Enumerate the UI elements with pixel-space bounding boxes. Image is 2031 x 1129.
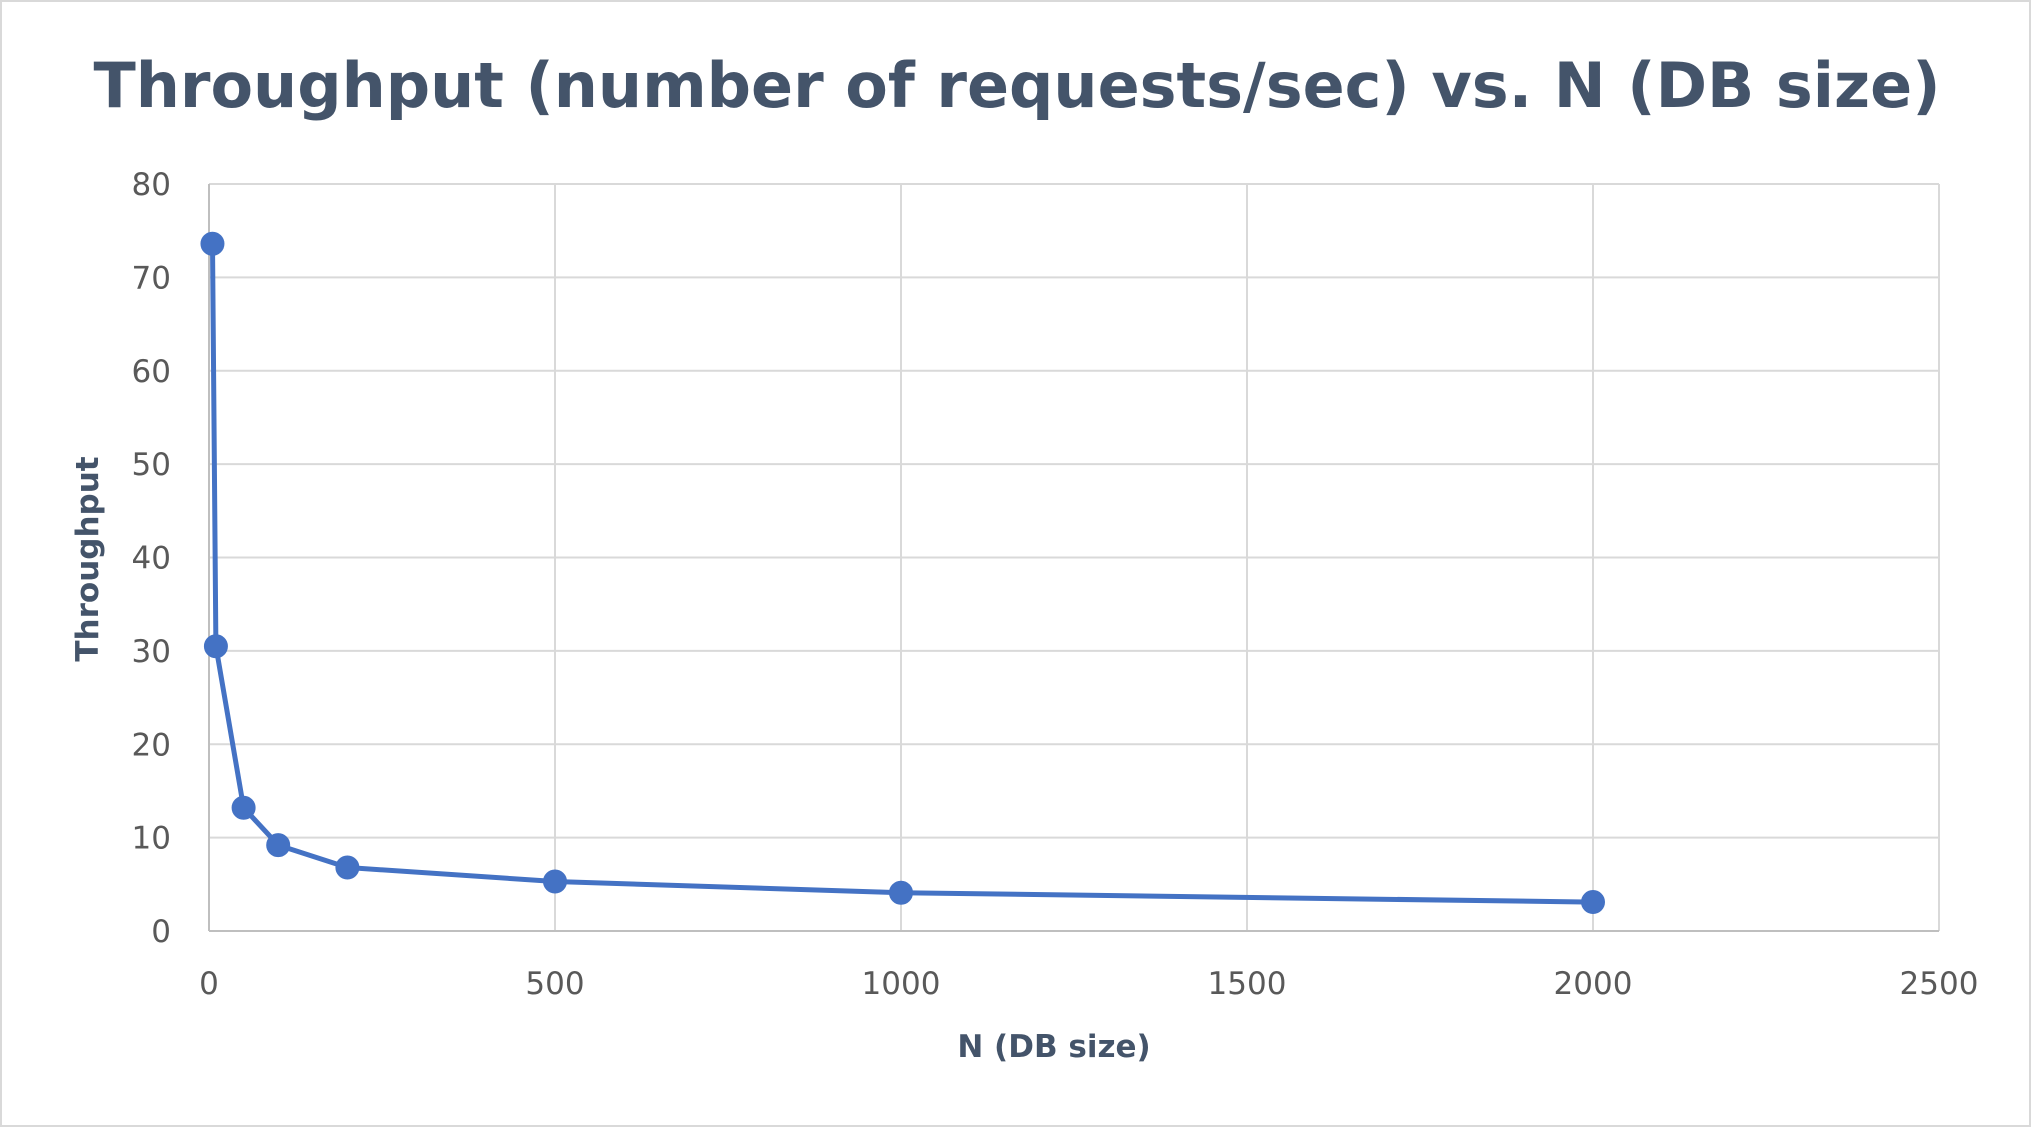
chart-title: Throughput (number of requests/sec) vs. … (93, 49, 1940, 122)
x-tick-label-2500: 2500 (1900, 966, 1979, 1002)
data-point-3 (266, 833, 291, 858)
tick-labels: 0 10 20 30 40 50 60 70 80 0 500 1000 1500 2000 2500 (132, 167, 1979, 1002)
data-point-2 (231, 795, 256, 820)
axes (208, 184, 1939, 932)
data-point-0 (200, 231, 225, 256)
x-tick-label-500: 500 (525, 966, 584, 1002)
y-tick-label-80: 80 (132, 167, 171, 203)
x-axis-title: N (DB size) (957, 1029, 1150, 1065)
data-point-7 (1581, 890, 1605, 915)
y-tick-label-70: 70 (132, 260, 171, 296)
x-tick-label-0: 0 (199, 966, 219, 1002)
data-point-1 (203, 634, 228, 659)
data-point-4 (335, 855, 360, 880)
y-tick-label-20: 20 (132, 727, 171, 763)
y-tick-label-30: 30 (132, 634, 171, 670)
series-line-0 (210, 241, 1596, 905)
x-tick-label-1500: 1500 (1208, 966, 1287, 1002)
data-point-5 (543, 869, 567, 894)
y-tick-label-60: 60 (132, 354, 171, 390)
y-axis-title: Throughput (70, 456, 106, 661)
data-series (200, 231, 1605, 915)
y-tick-label-40: 40 (132, 541, 171, 577)
y-tick-label-50: 50 (132, 447, 171, 483)
x-tick-label-1000: 1000 (862, 966, 941, 1002)
y-tick-label-0: 0 (151, 914, 171, 950)
x-tick-label-2000: 2000 (1554, 966, 1633, 1002)
gridlines (209, 183, 1940, 931)
data-point-6 (889, 880, 913, 905)
y-tick-label-10: 10 (132, 821, 171, 857)
